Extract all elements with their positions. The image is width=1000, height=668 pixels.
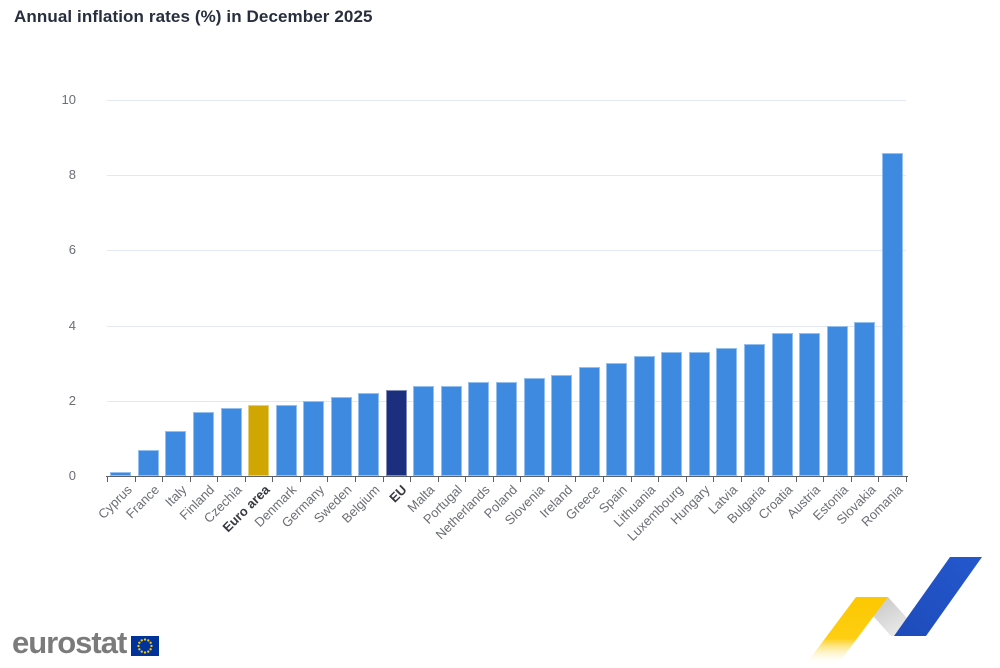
bar-malta[interactable]: [413, 385, 435, 476]
eu-flag-icon: [131, 636, 160, 656]
bar-spain[interactable]: [606, 363, 628, 476]
bar-czechia[interactable]: [220, 408, 242, 476]
x-axis-tick: [768, 476, 770, 482]
y-axis-tick-label: 8: [68, 167, 76, 183]
bar-slovenia[interactable]: [523, 378, 545, 476]
x-axis-tick: [740, 476, 742, 482]
y-gridline: [107, 100, 906, 101]
bar-estonia[interactable]: [826, 325, 848, 476]
bar-euro-area[interactable]: [248, 404, 269, 476]
x-axis-tick: [382, 476, 384, 482]
bar-romania[interactable]: [881, 152, 903, 476]
x-axis-tick: [850, 476, 852, 482]
x-axis-tick: [465, 476, 467, 482]
x-axis-tick: [355, 476, 356, 482]
x-axis-tick: [410, 476, 412, 482]
eurostat-logo-text: eurostat: [12, 625, 127, 660]
x-axis-tick: [602, 476, 604, 482]
x-axis-tick: [713, 476, 715, 482]
x-axis-tick: [162, 476, 164, 482]
y-gridline: [107, 250, 906, 252]
bar-italy[interactable]: [165, 430, 187, 476]
x-axis-tick: [437, 476, 439, 482]
bar-lithuania[interactable]: [633, 355, 655, 476]
bar-belgium[interactable]: [358, 393, 380, 476]
bar-netherlands[interactable]: [468, 382, 490, 476]
x-axis-tick: [547, 476, 549, 482]
bar-eu[interactable]: [385, 389, 407, 476]
bar-finland[interactable]: [192, 412, 214, 476]
x-axis-tick: [272, 476, 274, 482]
y-axis-tick-label: 6: [68, 242, 76, 258]
bar-bulgaria[interactable]: [744, 344, 765, 476]
bar-poland[interactable]: [496, 382, 517, 476]
bar-austria[interactable]: [799, 333, 821, 476]
bar-latvia[interactable]: [716, 348, 738, 476]
y-axis-tick-label: 0: [68, 468, 76, 483]
x-axis-tick: [658, 476, 659, 482]
bar-slovakia[interactable]: [854, 321, 876, 476]
x-axis-line: [106, 476, 908, 477]
x-axis-tick: [520, 476, 522, 482]
x-axis-tick: [575, 476, 577, 482]
y-gridline: [107, 325, 906, 327]
x-axis-tick: [299, 476, 301, 482]
x-axis-tick: [685, 476, 687, 482]
y-axis-tick-label: 10: [61, 92, 76, 107]
x-axis-tick: [217, 476, 219, 482]
trend-zigzag-icon: [806, 557, 982, 664]
x-axis-tick: [906, 476, 907, 482]
bar-luxembourg[interactable]: [661, 351, 683, 476]
x-axis-tick: [630, 476, 632, 482]
x-axis-tick: [823, 476, 825, 482]
x-axis-tick: [795, 476, 797, 482]
x-axis-tick: [189, 476, 191, 482]
bar-portugal[interactable]: [440, 385, 462, 476]
bar-croatia[interactable]: [771, 333, 793, 476]
bar-hungary[interactable]: [688, 351, 710, 476]
x-axis-tick: [134, 476, 136, 482]
bar-germany[interactable]: [303, 400, 325, 476]
y-axis-tick-label: 2: [68, 392, 76, 408]
x-axis-tick: [107, 476, 108, 482]
bar-sweden[interactable]: [330, 397, 352, 476]
eurostat-logo: eurostat: [12, 625, 160, 660]
x-axis-tick: [244, 476, 246, 482]
bar-france[interactable]: [137, 449, 159, 476]
x-axis-tick: [327, 476, 329, 482]
bar-ireland[interactable]: [551, 374, 573, 476]
bar-cyprus[interactable]: [110, 472, 132, 476]
page-title: Annual inflation rates (%) in December 2…: [14, 7, 373, 26]
y-gridline: [107, 175, 906, 177]
bar-greece[interactable]: [578, 367, 600, 476]
x-axis-tick: [878, 476, 880, 482]
bar-denmark[interactable]: [275, 404, 297, 476]
x-axis-tick: [492, 476, 494, 482]
y-axis-tick-label: 4: [68, 317, 76, 333]
